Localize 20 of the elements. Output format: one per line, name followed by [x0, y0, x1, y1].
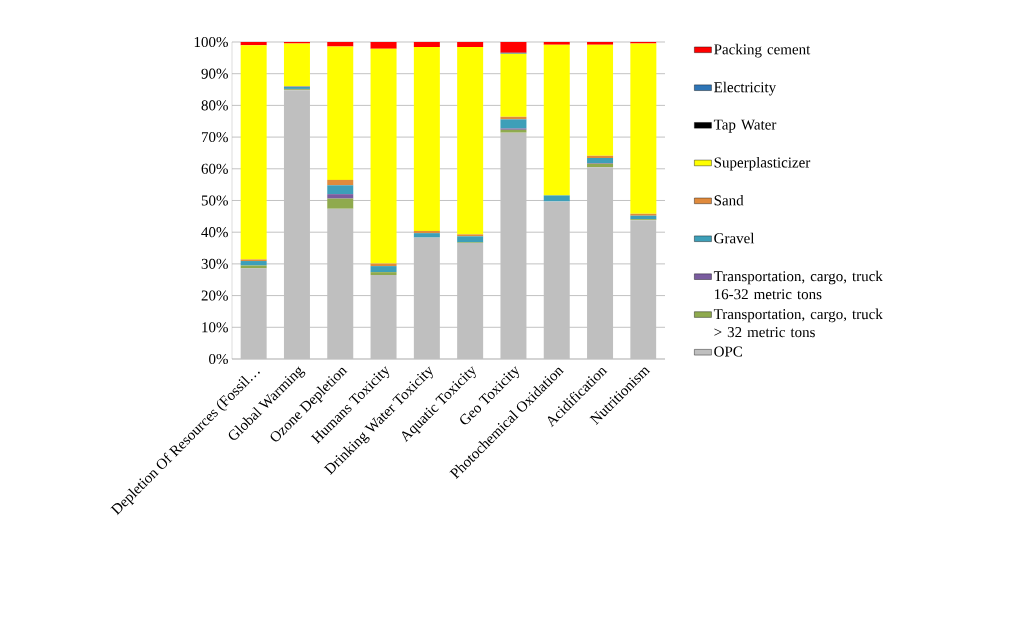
legend-label: Electricity: [714, 81, 777, 96]
y-tick-label: 20%: [201, 290, 228, 301]
y-tick-label: 70%: [201, 132, 228, 143]
legend-label: Packing cement: [714, 43, 811, 58]
legend-label: Superplasticizer: [714, 157, 811, 171]
y-tick-label: 0%: [209, 353, 228, 365]
y-tick-label: 30%: [201, 258, 228, 269]
legend-label: Sand: [714, 194, 744, 206]
y-tick-label: 90%: [201, 68, 228, 79]
y-tick-label: 100%: [194, 36, 228, 48]
legend-label: OPC: [714, 346, 742, 357]
legend-label: Transportation, cargo, truck 16-32 metric tons: [713, 270, 883, 300]
y-tick-label: 80%: [201, 100, 228, 111]
y-tick-label: 60%: [201, 163, 228, 174]
y-tick-label: 10%: [202, 322, 228, 333]
legend-label: Transportation, cargo, truck > 32 metric tons: [713, 308, 883, 338]
y-tick-label: 40%: [201, 227, 228, 238]
y-tick-label: 50%: [201, 195, 228, 206]
legend-label: Gravel: [714, 232, 755, 244]
legend-label: Tap Water: [713, 119, 777, 133]
